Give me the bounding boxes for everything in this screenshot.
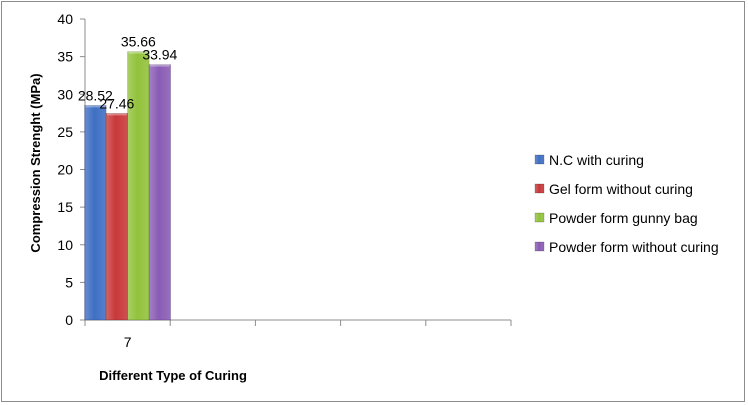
bars: [84, 51, 171, 321]
legend-swatch-4: [534, 241, 545, 252]
bar-4: [148, 64, 171, 321]
data-label-2: 27.46: [99, 95, 134, 111]
y-tick-label: 25: [57, 124, 73, 140]
legend-swatch-1: [534, 154, 545, 165]
y-axis-title: Compression Strenght (MPa): [28, 73, 43, 252]
y-tick-label: 0: [65, 312, 73, 328]
legend-swatch-2: [534, 183, 545, 194]
x-axis-title: Different Type of Curing: [99, 368, 247, 383]
y-tick-label: 10: [57, 237, 73, 253]
legend-label-1: N.C with curing: [549, 152, 644, 168]
bar-2: [105, 113, 128, 321]
x-tick-label: 7: [124, 334, 132, 350]
data-label-3: 35.66: [121, 34, 156, 50]
data-label-4: 33.94: [142, 47, 177, 63]
y-tick-label: 35: [57, 49, 73, 65]
bar-highlight: [128, 51, 149, 54]
bar-highlight: [107, 113, 127, 116]
legend-label-4: Powder form without curing: [549, 239, 719, 255]
bar-1: [84, 105, 107, 321]
bar-3: [127, 51, 150, 321]
y-tick-label: 20: [57, 162, 73, 178]
y-tick-label: 30: [57, 86, 73, 102]
y-tick-label: 15: [57, 199, 73, 215]
legend-swatch-3: [534, 212, 545, 223]
legend: N.C with curing Gel form without curing Po…: [534, 152, 719, 255]
bar-highlight: [150, 64, 170, 67]
y-tick-label: 5: [65, 274, 73, 290]
legend-label-3: Powder form gunny bag: [549, 210, 698, 226]
bar-highlight: [85, 105, 106, 108]
legend-label-2: Gel form without curing: [549, 181, 693, 197]
data-label-1: 28.52: [78, 87, 113, 103]
y-tick-label: 40: [57, 11, 73, 27]
